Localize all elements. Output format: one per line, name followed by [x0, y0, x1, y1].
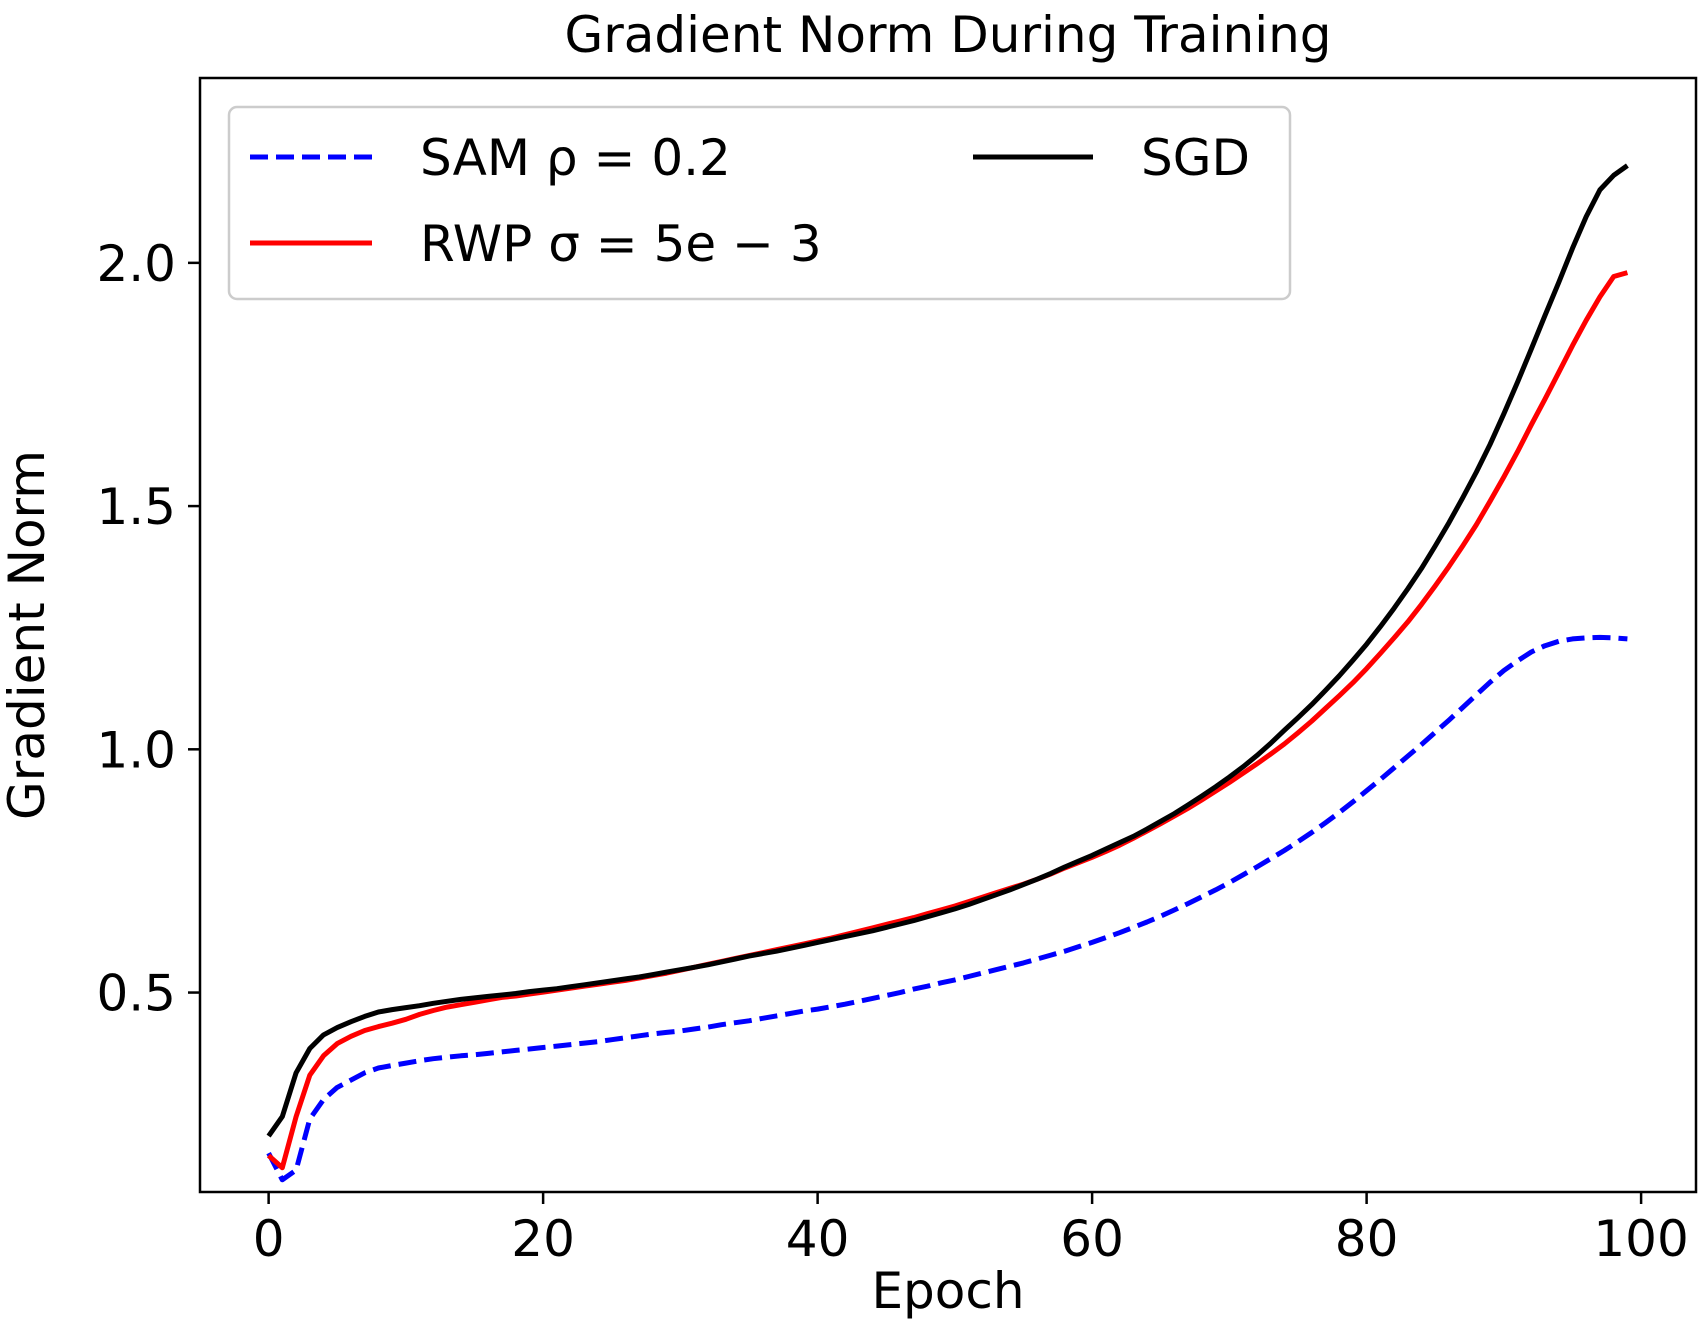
x-tick-label: 60 [1060, 1210, 1124, 1268]
x-tick-label: 20 [511, 1210, 575, 1268]
chart-title: Gradient Norm During Training [564, 6, 1331, 64]
series-line-rwp [266, 270, 1629, 1171]
tick-layer: 0 20 40 60 80 100 0.5 1.0 1.5 2.0 [96, 235, 1688, 1268]
legend-rwp-label: RWP σ = 5e − 3 [420, 215, 822, 273]
y-tick-label: 1.0 [96, 721, 176, 779]
x-axis-label: Epoch [871, 1262, 1024, 1320]
x-tick-label: 80 [1335, 1210, 1399, 1268]
y-axis-label: Gradient Norm [0, 450, 56, 820]
series-layer [266, 163, 1629, 1183]
x-tick-label: 0 [253, 1210, 285, 1268]
legend-sam-label: SAM ρ = 0.2 [420, 129, 731, 187]
series-line-sgd [266, 163, 1629, 1138]
series-line-sam [266, 634, 1628, 1183]
y-tick-label: 0.5 [96, 965, 176, 1023]
legend: SAM ρ = 0.2 RWP σ = 5e − 3 SGD [227, 105, 1292, 301]
plot-frame [198, 76, 1698, 1194]
y-tick-label: 2.0 [96, 235, 176, 293]
legend-sgd-label: SGD [1141, 129, 1250, 187]
x-tick-label: 100 [1593, 1210, 1688, 1268]
y-tick-label: 1.5 [96, 478, 176, 536]
x-tick-label: 40 [786, 1210, 850, 1268]
